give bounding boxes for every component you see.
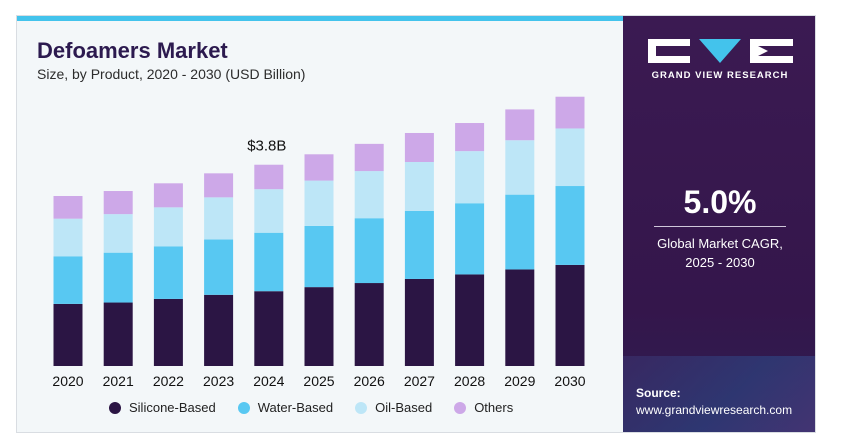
legend-swatch bbox=[454, 401, 467, 414]
bar-segment-2029-silicone-based bbox=[505, 269, 535, 366]
bar-segment-2029-water-based bbox=[505, 194, 535, 270]
bar-segment-2025-silicone-based bbox=[304, 287, 334, 366]
bar-segment-2025-water-based bbox=[304, 225, 334, 288]
x-tick-label: 2029 bbox=[504, 373, 535, 389]
bar-segment-2027-water-based bbox=[404, 210, 434, 279]
chart-card: Defoamers Market Size, by Product, 2020 … bbox=[16, 15, 816, 433]
bar-segment-2022-oil-based bbox=[153, 207, 183, 247]
x-tick-label: 2024 bbox=[253, 373, 284, 389]
x-tick-label: 2025 bbox=[303, 373, 334, 389]
bar-segment-2027-silicone-based bbox=[404, 278, 434, 366]
divider bbox=[654, 226, 786, 227]
value-annotation: $3.8B bbox=[247, 138, 286, 155]
chart-subtitle: Size, by Product, 2020 - 2030 (USD Billi… bbox=[37, 66, 306, 82]
legend-label: Silicone-Based bbox=[129, 400, 216, 415]
bar-segment-2020-silicone-based bbox=[53, 303, 83, 366]
legend-item: Silicone-Based bbox=[109, 400, 216, 415]
bar-segment-2030-silicone-based bbox=[555, 264, 585, 366]
bar-segment-2028-water-based bbox=[455, 203, 485, 275]
source-title: Source: bbox=[636, 386, 681, 400]
legend-label: Others bbox=[474, 400, 514, 415]
brand-name: GRAND VIEW RESEARCH bbox=[651, 70, 789, 81]
bar-segment-2028-oil-based bbox=[455, 151, 485, 204]
bar-segment-2029-others bbox=[505, 109, 535, 141]
bar-segment-2023-water-based bbox=[204, 239, 234, 295]
bar-segment-2025-oil-based bbox=[304, 180, 334, 226]
legend-label: Water-Based bbox=[257, 400, 334, 415]
bar-segment-2030-water-based bbox=[555, 186, 585, 265]
x-tick-label: 2020 bbox=[52, 373, 83, 389]
footer-band bbox=[623, 356, 815, 432]
x-tick-label: 2030 bbox=[554, 373, 585, 389]
bar-segment-2029-oil-based bbox=[505, 140, 535, 195]
bar-segment-2021-silicone-based bbox=[103, 302, 133, 366]
bar-segment-2021-others bbox=[103, 191, 133, 215]
legend-swatch bbox=[109, 401, 121, 414]
x-tick-label: 2022 bbox=[153, 373, 184, 389]
x-tick-label: 2026 bbox=[354, 373, 385, 389]
chart-title: Defoamers Market bbox=[37, 38, 228, 63]
bar-segment-2025-others bbox=[304, 154, 334, 181]
legend-item: Water-Based bbox=[237, 400, 334, 415]
bar-segment-2030-others bbox=[555, 96, 585, 129]
bar-segment-2024-water-based bbox=[254, 232, 284, 292]
cagr-value: 5.0% bbox=[683, 184, 757, 220]
bar-segment-2022-silicone-based bbox=[153, 298, 183, 366]
accent-bar bbox=[17, 16, 623, 21]
bar-segment-2021-water-based bbox=[103, 252, 133, 303]
bar-segment-2023-oil-based bbox=[204, 197, 234, 240]
chart-legend: Silicone-Based Water-Based Oil-Based Others bbox=[109, 400, 513, 415]
legend-swatch bbox=[355, 401, 368, 414]
bar-segment-2020-oil-based bbox=[53, 218, 83, 257]
legend-item: Others bbox=[454, 400, 513, 415]
legend-label: Oil-Based bbox=[375, 400, 433, 415]
x-tick-label: 2023 bbox=[203, 373, 234, 389]
bar-segment-2022-water-based bbox=[153, 246, 183, 299]
bar-segment-2024-silicone-based bbox=[254, 291, 284, 366]
bar-segment-2024-oil-based bbox=[254, 189, 284, 233]
bar-segment-2020-water-based bbox=[53, 256, 83, 304]
cagr-label: Global Market CAGR, 2025 - 2030 bbox=[657, 236, 783, 270]
x-tick-label: 2028 bbox=[454, 373, 485, 389]
bar-segment-2026-silicone-based bbox=[354, 283, 384, 366]
x-tick-label: 2021 bbox=[103, 373, 134, 389]
bar-segment-2028-others bbox=[455, 123, 485, 152]
sidebar-panel: GRAND VIEW RESEARCH 5.0% Global Market C… bbox=[623, 16, 815, 432]
stacked-bar-chart: 2020 2021 2022 2023 2024 $3.8B 2025 2026 2027 202… bbox=[52, 96, 586, 389]
bar-segment-2026-oil-based bbox=[354, 171, 384, 219]
bar-segment-2028-silicone-based bbox=[455, 274, 485, 366]
bar-segment-2023-silicone-based bbox=[204, 294, 234, 366]
bar-segment-2020-others bbox=[53, 196, 83, 219]
bar-segment-2021-oil-based bbox=[103, 214, 133, 253]
x-tick-label: 2027 bbox=[404, 373, 435, 389]
bar-segment-2023-others bbox=[204, 173, 234, 198]
bar-segment-2024-others bbox=[254, 164, 284, 190]
source-link[interactable]: www.grandviewresearch.com bbox=[636, 403, 793, 417]
bar-segment-2027-oil-based bbox=[404, 162, 434, 211]
bar-segment-2027-others bbox=[404, 132, 434, 162]
bar-segment-2030-oil-based bbox=[555, 128, 585, 187]
bar-segment-2026-others bbox=[354, 143, 384, 172]
bar-segment-2022-others bbox=[153, 183, 183, 208]
legend-item: Oil-Based bbox=[355, 400, 432, 415]
bar-segment-2026-water-based bbox=[354, 218, 384, 284]
legend-swatch bbox=[237, 401, 250, 414]
grand-view-research-logo bbox=[648, 39, 793, 63]
